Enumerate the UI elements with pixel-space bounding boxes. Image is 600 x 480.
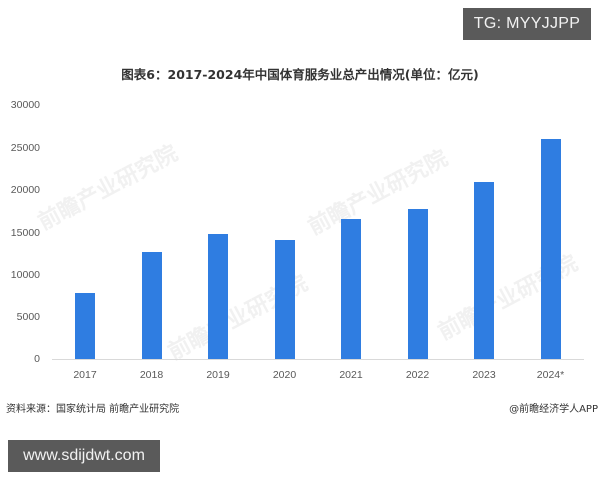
y-tick-label: 5000 (16, 311, 40, 323)
x-tick-label: 2020 (272, 369, 297, 381)
chart-title: 图表6：2017-2024年中国体育服务业总产出情况(单位：亿元) (121, 67, 479, 82)
bar-2018 (141, 252, 162, 359)
y-tick-label: 15000 (10, 227, 40, 239)
y-tick-label: 20000 (10, 184, 40, 196)
x-tick-label: 2018 (139, 369, 164, 381)
bar-2020 (274, 239, 295, 359)
bar-2022 (407, 209, 428, 359)
y-tick-label: 25000 (10, 142, 40, 154)
bar-2021 (341, 219, 361, 359)
credit-note: @前瞻经济学人APP (509, 404, 598, 415)
site-watermark-badge: www.sdijdwt.com (8, 440, 160, 472)
tg-watermark-badge: TG: MYYJJPP (463, 8, 591, 40)
y-tick-label: 30000 (10, 99, 40, 111)
y-tick-label: 10000 (10, 269, 40, 281)
watermark-text: 前瞻产业研究院 (304, 146, 453, 241)
x-tick-label: 2021 (339, 369, 363, 381)
bar-2017 (75, 292, 95, 359)
x-tick-label: 2023 (472, 369, 496, 381)
x-tick-label: 2022 (405, 369, 430, 381)
source-note: 资料来源：国家统计局 前瞻产业研究院 (6, 404, 180, 415)
bar-2024 (540, 138, 561, 359)
bar-2019 (208, 233, 228, 359)
x-tick-label: 2019 (206, 369, 230, 381)
y-tick-label: 0 (34, 353, 40, 365)
x-tick-label: 2024* (536, 369, 565, 381)
x-tick-label: 2017 (73, 369, 97, 381)
bar-2023 (474, 182, 494, 359)
bar-chart: 前瞻产业研究院 前瞻产业研究院 前瞻产业研究院 前瞻产业研究院 30000 25… (10, 99, 584, 381)
watermark-text: 前瞻产业研究院 (34, 141, 183, 236)
x-axis-line (52, 359, 584, 360)
